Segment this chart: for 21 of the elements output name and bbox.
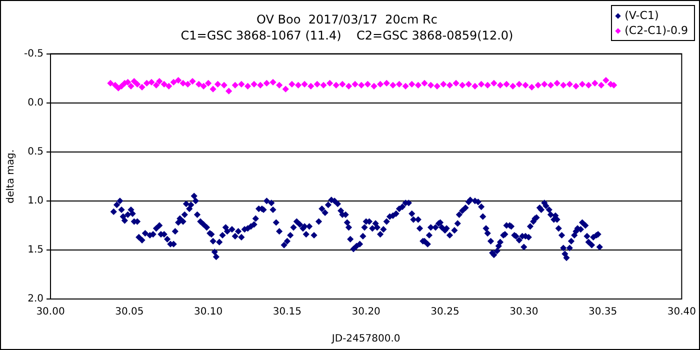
x-tick-label: 30.35 xyxy=(588,306,618,318)
y-tick-label: 1.5 xyxy=(28,244,44,256)
y-tick-label: 1.0 xyxy=(28,196,44,207)
y-tick-label: -0.5 xyxy=(24,48,44,60)
x-tick-label: 30.30 xyxy=(510,306,538,318)
chart-subtitle: C1=GSC 3868-1067 (11.4) C2=GSC 3868-0859(12.0) xyxy=(180,28,514,43)
x-tick-label: 30.20 xyxy=(352,306,380,318)
x-tick-label: 30.05 xyxy=(115,306,144,318)
y-tick-label: 0.0 xyxy=(28,97,44,108)
y-axis-title: delta mag. xyxy=(6,149,17,204)
legend-label: (C2-C1)-0.9 xyxy=(624,23,688,38)
y-tick-label: 0.5 xyxy=(28,146,44,158)
legend-label: (V-C1) xyxy=(624,8,659,23)
x-tick-label: 30.40 xyxy=(667,306,696,318)
x-tick-label: 30.10 xyxy=(194,306,223,318)
x-tick-label: 30.15 xyxy=(272,306,302,318)
chart-title: OV Boo 2017/03/17 20cm Rc xyxy=(256,12,438,26)
x-tick-label: 30.00 xyxy=(36,306,65,318)
x-tick-label: 30.25 xyxy=(430,306,460,318)
y-tick-label: 2.0 xyxy=(28,294,44,305)
x-axis-title: JD-2457800.0 xyxy=(330,334,400,345)
